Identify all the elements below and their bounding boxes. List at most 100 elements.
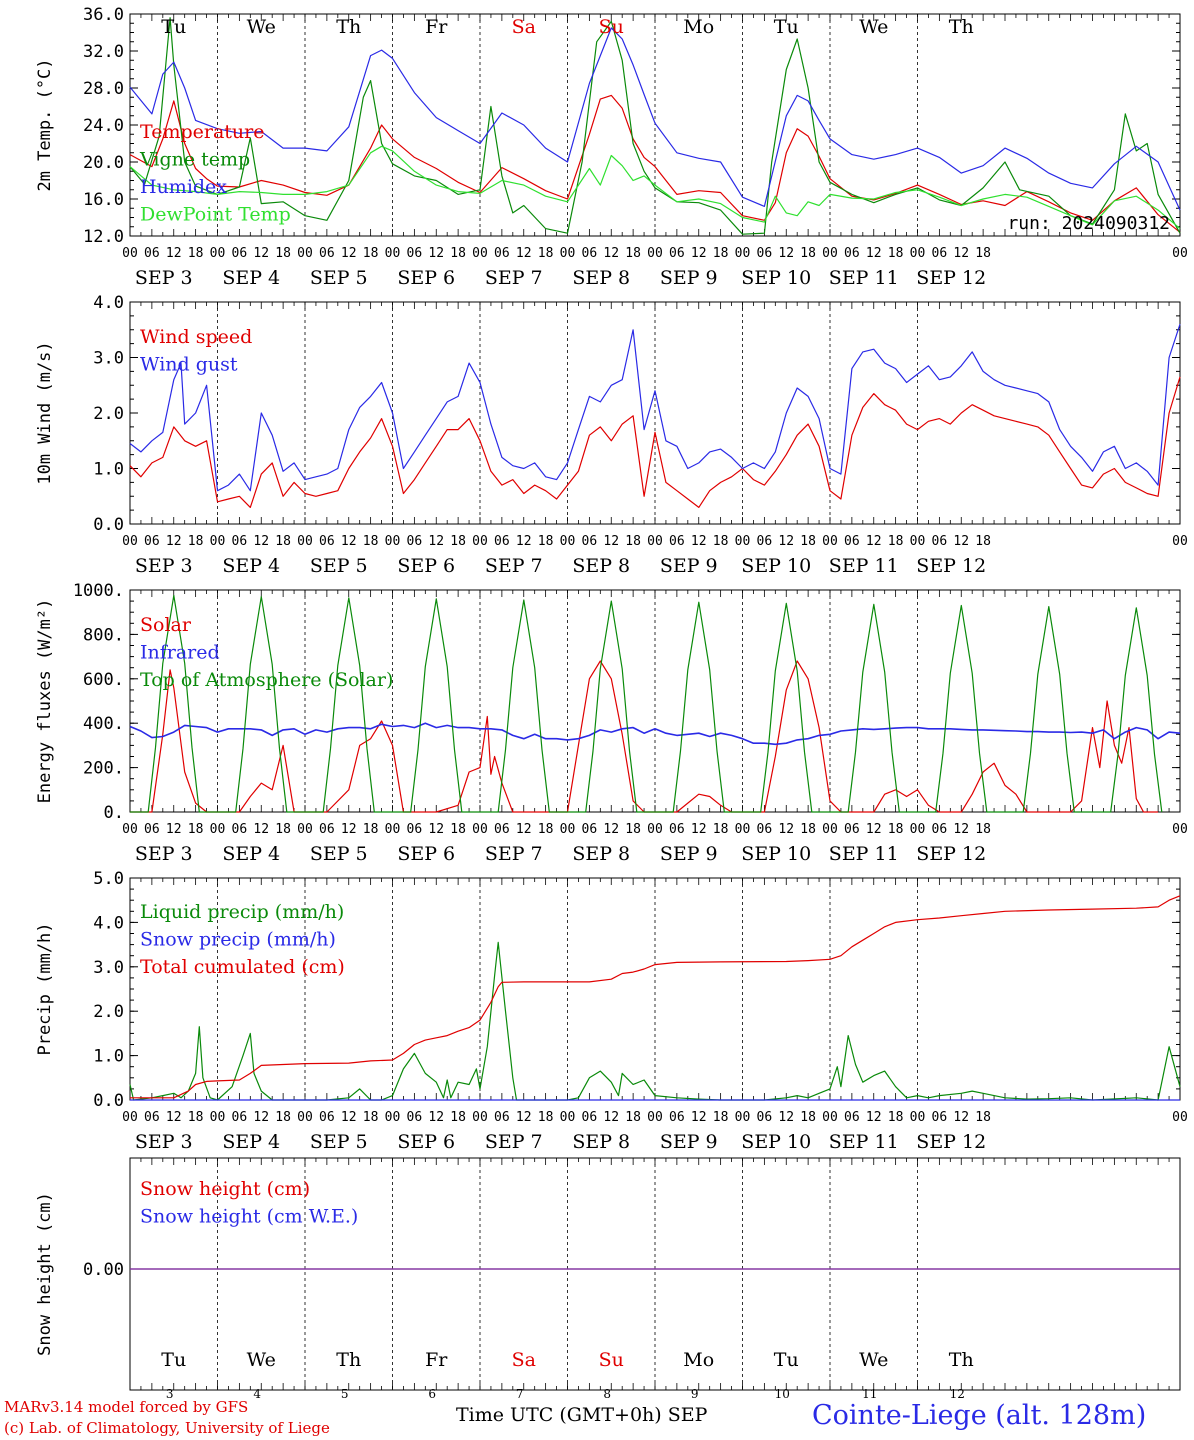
legend-entry: Top of Atmosphere (Solar) [140, 669, 393, 691]
hour-label: 06 [494, 822, 510, 837]
hour-label: 18 [450, 1110, 466, 1125]
hour-label: 00 [910, 1110, 926, 1125]
y-tick-label: 1.0 [93, 460, 124, 480]
day-number-label: 11 [862, 1387, 877, 1401]
hour-label: 18 [800, 1110, 816, 1125]
hour-label: 06 [757, 246, 773, 261]
date-label: SEP 8 [572, 843, 630, 865]
hour-label: 00 [647, 1110, 663, 1125]
hour-label: 00 [297, 534, 313, 549]
hour-label: 18 [363, 822, 379, 837]
hour-label: 12 [603, 822, 619, 837]
y-axis-title: Precip (mm/h) [35, 922, 55, 1055]
hour-label: 00 [297, 822, 313, 837]
legend-entry: Liquid precip (mm/h) [140, 901, 344, 923]
panel-3: 0. 200. 400. 600. 800. 1000. Energy fluxes (W/… [35, 581, 1188, 865]
date-label: SEP 5 [310, 843, 368, 865]
hour-label: 18 [450, 246, 466, 261]
model-credit: MARv3.14 model forced by GFS [4, 1398, 249, 1416]
weekday-label: We [247, 16, 276, 38]
hour-label: 06 [669, 1110, 685, 1125]
y-axis-title: 2m Temp. (°C) [35, 58, 55, 191]
legend-entry: Total cumulated (cm) [140, 956, 345, 978]
date-label: SEP 7 [485, 555, 543, 577]
hour-label: 00 [385, 534, 401, 549]
hour-label: 18 [538, 534, 554, 549]
y-tick-label: 3.0 [93, 958, 124, 978]
date-label: SEP 9 [660, 1131, 718, 1153]
y-tick-label: 800. [83, 625, 124, 645]
hour-label: 18 [975, 1110, 991, 1125]
hour-label: 00 [385, 1110, 401, 1125]
weekday-label: Su [599, 16, 624, 38]
date-label: SEP 10 [741, 267, 811, 289]
hour-label: 12 [603, 246, 619, 261]
hour-label: 06 [932, 246, 948, 261]
panel-2: 0.0 1.0 2.0 3.0 4.0 10m Wind (m/s) Wind speed W… [35, 293, 1188, 577]
panel-5: 0.00 Snow height (cm) Snow height (cm) Snow… [35, 1157, 1181, 1391]
y-tick-label: 3.0 [93, 349, 124, 369]
date-label: SEP 12 [916, 555, 986, 577]
y-tick-label: 4.0 [93, 293, 124, 313]
hour-label: 18 [363, 534, 379, 549]
hour-label: 06 [757, 822, 773, 837]
hour-label: 18 [888, 246, 904, 261]
hour-label: 00 [297, 246, 313, 261]
hour-label: 06 [932, 534, 948, 549]
date-label: SEP 12 [916, 1131, 986, 1153]
legend-entry: Infrared [140, 642, 220, 664]
y-tick-label: 24.0 [83, 116, 124, 136]
weekday-label: Th [949, 1349, 974, 1371]
hour-label: 00 [297, 1110, 313, 1125]
hour-label: 12 [516, 534, 532, 549]
hour-label: 18 [538, 246, 554, 261]
hour-label: 18 [800, 822, 816, 837]
hour-label: 18 [188, 534, 204, 549]
date-label: SEP 5 [310, 267, 368, 289]
hour-label: 06 [669, 822, 685, 837]
hour-label: 12 [603, 1110, 619, 1125]
hour-label: 18 [188, 1110, 204, 1125]
hour-label: 18 [713, 246, 729, 261]
hour-label: 18 [275, 822, 291, 837]
y-axis-title: 10m Wind (m/s) [35, 341, 55, 484]
hour-label: 06 [932, 1110, 948, 1125]
weekday-label: Fr [425, 1349, 448, 1371]
hour-label: 18 [625, 246, 641, 261]
hour-label: 18 [800, 534, 816, 549]
hour-label: 12 [953, 1110, 969, 1125]
hour-label: 18 [713, 822, 729, 837]
day-number-label: 10 [775, 1387, 790, 1401]
hour-label: 00 [210, 246, 226, 261]
hour-label: 18 [625, 534, 641, 549]
date-label: SEP 4 [222, 267, 280, 289]
hour-label: 12 [341, 246, 357, 261]
hour-label: 18 [450, 822, 466, 837]
hour-label: 12 [341, 1110, 357, 1125]
hour-label: 18 [713, 534, 729, 549]
hour-label: 00 [122, 822, 138, 837]
station-label: Cointe-Liege (alt. 128m) [812, 1400, 1147, 1431]
hour-label: 06 [669, 534, 685, 549]
hour-label: 18 [188, 246, 204, 261]
hour-label: 12 [691, 246, 707, 261]
hour-label: 18 [975, 822, 991, 837]
weekday-label: Tu [774, 1349, 799, 1371]
date-label: SEP 5 [310, 555, 368, 577]
weekday-label: Mo [683, 16, 714, 38]
y-tick-label: 32.0 [83, 42, 124, 62]
hour-label: 18 [538, 1110, 554, 1125]
y-tick-label: 4.0 [93, 913, 124, 933]
hour-label: 00 [210, 534, 226, 549]
hour-label: 06 [144, 534, 160, 549]
hour-label: 00 [472, 534, 488, 549]
hour-label: 06 [232, 822, 248, 837]
day-number-label: 7 [516, 1387, 524, 1401]
date-label: SEP 11 [829, 555, 899, 577]
date-label: SEP 6 [397, 267, 455, 289]
hour-label: 06 [407, 822, 423, 837]
hour-label: 00 [385, 246, 401, 261]
y-tick-label: 0.0 [93, 1091, 124, 1111]
date-label: SEP 12 [916, 843, 986, 865]
y-tick-label: 12.0 [83, 227, 124, 247]
